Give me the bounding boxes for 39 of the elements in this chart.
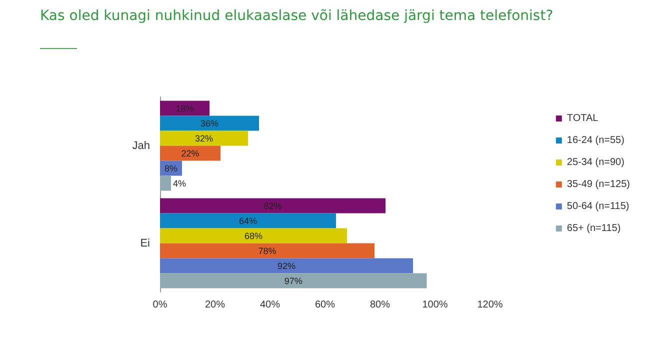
y-tick-label: Ei bbox=[140, 237, 150, 250]
data-label: 36% bbox=[200, 118, 219, 128]
bar bbox=[160, 273, 427, 288]
data-label: 78% bbox=[258, 246, 276, 256]
data-label: 4% bbox=[173, 178, 186, 188]
data-label: 64% bbox=[238, 216, 258, 226]
x-tick-label: 100% bbox=[422, 300, 448, 310]
data-label: 68% bbox=[244, 230, 263, 241]
bar bbox=[160, 116, 259, 131]
x-tick-label: 120% bbox=[477, 300, 503, 310]
data-label: 22% bbox=[181, 148, 200, 158]
bar bbox=[160, 176, 171, 191]
legend-label: 25-34 (n=90) bbox=[566, 157, 624, 168]
bar bbox=[160, 130, 248, 146]
x-tick-label: 80% bbox=[370, 300, 390, 310]
chart-title: Kas oled kunagi nuhkinud elukaaslase või lähedase järgi tema telefonist? bbox=[40, 8, 554, 24]
data-label: 32% bbox=[194, 133, 214, 144]
data-label: 82% bbox=[264, 200, 282, 211]
bar bbox=[160, 228, 347, 244]
data-label: 97% bbox=[284, 276, 302, 286]
data-label: 8% bbox=[164, 163, 178, 174]
x-tick-label: 20% bbox=[204, 300, 226, 310]
bar bbox=[160, 198, 386, 214]
bar bbox=[160, 243, 374, 258]
bar bbox=[160, 146, 220, 161]
legend-label: 50-64 (n=115) bbox=[566, 201, 630, 212]
legend-label: 16-24 (n=55) bbox=[566, 135, 624, 146]
data-label: 18% bbox=[176, 103, 194, 114]
bar bbox=[160, 258, 413, 274]
bar bbox=[160, 100, 210, 116]
legend-label: 35-49 (n=125) bbox=[566, 179, 630, 190]
data-label: 92% bbox=[277, 260, 296, 271]
legend-label: 65+ (n=115) bbox=[566, 223, 621, 234]
x-tick-label: 60% bbox=[314, 300, 336, 310]
x-tick-label: 0% bbox=[152, 300, 168, 310]
bar bbox=[160, 213, 336, 228]
x-tick-label: 40% bbox=[260, 300, 280, 310]
y-tick-label: Jah bbox=[132, 140, 150, 152]
legend-label: TOTAL bbox=[566, 113, 599, 124]
